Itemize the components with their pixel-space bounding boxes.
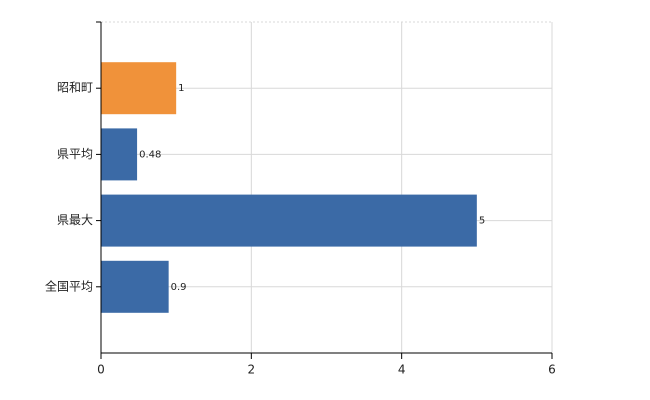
value-label: 0.9 (171, 282, 187, 293)
bar (101, 128, 138, 181)
value-label: 5 (479, 216, 485, 227)
y-tick-label: 全国平均 (45, 278, 93, 293)
x-tick-label: 0 (97, 363, 105, 377)
bar (101, 260, 169, 313)
x-tick-label: 4 (398, 363, 406, 377)
value-label: 0.48 (139, 149, 161, 160)
x-tick-label: 2 (248, 363, 256, 377)
y-tick-label: 県平均 (57, 147, 93, 161)
y-tick-label: 昭和町 (57, 81, 93, 95)
bar (101, 62, 177, 115)
y-tick-label: 県最大 (57, 213, 93, 227)
x-tick-label: 6 (548, 363, 556, 377)
value-label: 1 (178, 83, 184, 94)
bar (101, 194, 477, 247)
